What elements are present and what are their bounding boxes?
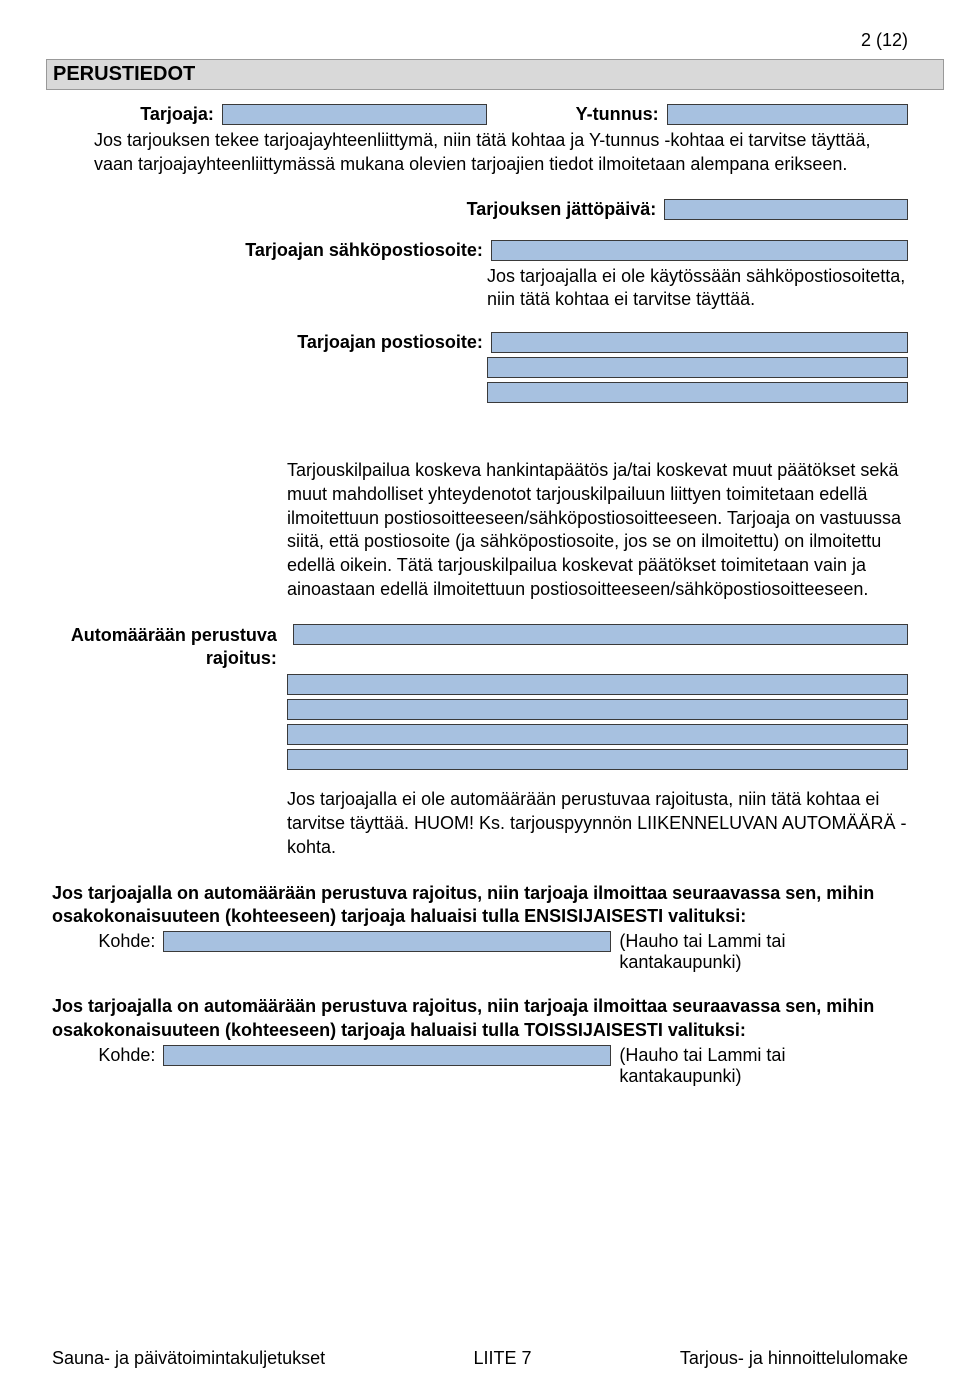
kohde1-label: Kohde:: [52, 931, 163, 973]
kohde1-hint: (Hauho tai Lammi tai kantakaupunki): [611, 931, 908, 973]
paragraph-main-info: Tarjouskilpailua koskeva hankintapäätös …: [52, 459, 908, 602]
paragraph-tarjoaja-note: Jos tarjouksen tekee tarjoajayhteenliitt…: [52, 129, 908, 177]
kohde2-label: Kohde:: [52, 1045, 163, 1087]
page-number: 2 (12): [52, 30, 908, 51]
kohde2-hint: (Hauho tai Lammi tai kantakaupunki): [611, 1045, 908, 1087]
post-input-1[interactable]: [491, 332, 908, 353]
kohde1-input[interactable]: [163, 931, 611, 952]
email-label: Tarjoajan sähköpostiosoite:: [52, 240, 491, 261]
email-input[interactable]: [491, 240, 908, 261]
ytunnus-input[interactable]: [667, 104, 908, 125]
autoraj-input-5[interactable]: [287, 749, 908, 770]
email-note-line1: Jos tarjoajalla ei ole käytössään sähköp…: [52, 265, 908, 289]
tarjoaja-label: Tarjoaja:: [52, 104, 222, 125]
paragraph-ensisijaisesti: Jos tarjoajalla on automäärään perustuva…: [52, 882, 908, 930]
tarjoaja-input[interactable]: [222, 104, 487, 125]
ytunnus-label: Y-tunnus:: [487, 104, 667, 125]
footer-center: LIITE 7: [474, 1348, 532, 1369]
jattopaiva-input[interactable]: [664, 199, 908, 220]
section-heading: PERUSTIEDOT: [46, 59, 944, 90]
post-input-3[interactable]: [487, 382, 908, 403]
autoraj-input-2[interactable]: [287, 674, 908, 695]
post-input-2[interactable]: [487, 357, 908, 378]
jattopaiva-label: Tarjouksen jättöpäivä:: [52, 199, 664, 220]
email-note-line2: niin tätä kohtaa ei tarvitse täyttää.: [52, 288, 908, 312]
post-label: Tarjoajan postiosoite:: [52, 332, 491, 353]
footer-left: Sauna- ja päivätoimintakuljetukset: [52, 1348, 325, 1369]
paragraph-autoraj-note: Jos tarjoajalla ei ole automäärään perus…: [52, 788, 908, 859]
autoraj-input-1[interactable]: [293, 624, 908, 645]
paragraph-toissijaisesti: Jos tarjoajalla on automäärään perustuva…: [52, 995, 908, 1043]
kohde2-input[interactable]: [163, 1045, 611, 1066]
autoraj-input-4[interactable]: [287, 724, 908, 745]
footer-right: Tarjous- ja hinnoittelulomake: [680, 1348, 908, 1369]
autoraj-label: Automäärään perustuva rajoitus:: [71, 625, 277, 668]
autoraj-input-3[interactable]: [287, 699, 908, 720]
